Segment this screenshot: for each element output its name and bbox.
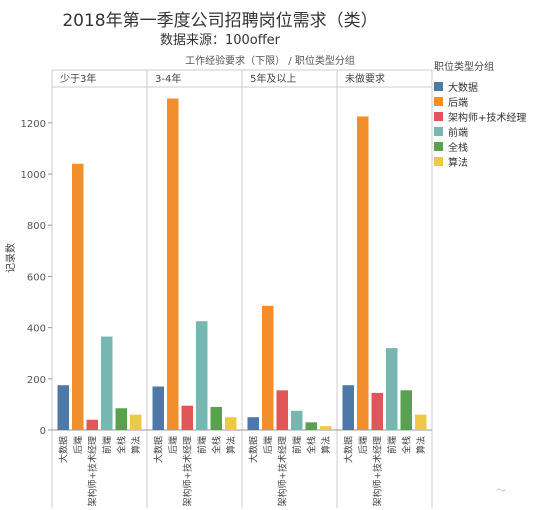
category-label: 大数据 (152, 436, 164, 463)
legend-label: 大数据 (448, 83, 478, 94)
category-label: 算法 (320, 436, 332, 454)
legend-swatch (434, 127, 443, 136)
category-label: 后端 (167, 436, 179, 454)
category-label: 算法 (225, 436, 237, 454)
y-tick-label: 400 (27, 324, 46, 335)
y-tick-label: 1000 (21, 170, 46, 181)
y-tick-label: 200 (27, 375, 46, 386)
bar (276, 390, 288, 430)
legend-label: 架构师+技术经理 (448, 113, 527, 124)
y-tick-label: 1200 (21, 119, 46, 130)
legend-label: 前端 (448, 128, 468, 139)
legend-swatch (434, 82, 443, 91)
bar (305, 422, 317, 430)
bar (291, 410, 303, 430)
legend-item: 前端 (434, 124, 548, 139)
category-label: 全栈 (210, 436, 222, 454)
category-label: 架构师+技术经理 (276, 436, 288, 507)
category-label: 后端 (262, 436, 274, 454)
y-tick-label: 0 (40, 426, 46, 437)
category-label: 前端 (386, 436, 398, 454)
bar (101, 336, 113, 430)
category-label: 后端 (72, 436, 84, 454)
category-label: 全栈 (115, 436, 127, 454)
bar (130, 414, 142, 430)
bar (181, 405, 193, 430)
bar (247, 417, 259, 430)
legend: 职位类型分组 大数据后端架构师+技术经理 前端全栈算法 (434, 58, 548, 169)
bar (386, 348, 398, 430)
bar (415, 414, 427, 430)
bar (210, 406, 222, 430)
legend-item: 大数据 (434, 79, 548, 94)
legend-swatch (434, 97, 443, 106)
category-label: 前端 (101, 436, 113, 454)
y-axis-label: 记录数 (4, 243, 17, 273)
bar (57, 385, 69, 430)
category-label: 后端 (357, 436, 369, 454)
y-tick-label: 600 (27, 272, 46, 283)
chart-title: 2018年第一季度公司招聘岗位需求（类） (62, 11, 378, 31)
bar (225, 417, 237, 430)
bar (342, 385, 354, 430)
panel-title: 少于3年 (60, 72, 96, 85)
column-header-label: 工作经验要求（下限） / 职位类型分组 (185, 56, 355, 67)
bar (115, 408, 127, 430)
legend-title: 职位类型分组 (434, 62, 494, 73)
bar (262, 305, 274, 430)
legend-swatch (434, 112, 443, 121)
legend-label: 算法 (448, 158, 468, 169)
legend-swatch (434, 142, 443, 151)
bar (72, 163, 84, 430)
watermark-mark: 〜 (496, 486, 506, 497)
legend-item: 全栈 (434, 139, 548, 154)
bar (400, 390, 412, 430)
category-label: 架构师+技术经理 (181, 436, 193, 507)
category-label: 大数据 (342, 436, 354, 463)
legend-items: 大数据后端架构师+技术经理 前端全栈算法 (434, 79, 548, 169)
bar (167, 98, 179, 431)
category-label: 全栈 (305, 436, 317, 454)
y-tick-label: 800 (27, 221, 46, 232)
chart-subtitle: 数据来源：100offer (159, 33, 281, 48)
bar (320, 426, 332, 430)
legend-item: 后端 (434, 94, 548, 109)
category-label: 架构师+技术经理 (371, 436, 383, 507)
legend-item: 算法 (434, 154, 548, 169)
category-label: 前端 (291, 436, 303, 454)
panel-title: 未做要求 (345, 72, 385, 85)
category-label: 全栈 (400, 436, 412, 454)
category-label: 架构师+技术经理 (86, 436, 98, 507)
legend-label: 全栈 (448, 143, 468, 154)
category-label: 大数据 (57, 436, 69, 463)
panel-title: 3-4年 (155, 72, 181, 85)
bar (86, 419, 98, 430)
bar (371, 392, 383, 430)
panel-title: 5年及以上 (250, 72, 296, 85)
category-label: 算法 (415, 436, 427, 454)
bar (357, 116, 369, 430)
bar (196, 321, 208, 430)
legend-swatch (434, 157, 443, 166)
category-label: 大数据 (247, 436, 259, 463)
legend-label: 后端 (448, 98, 468, 109)
bar (152, 386, 164, 430)
legend-item: 架构师+技术经理 (434, 109, 548, 124)
category-label: 前端 (196, 436, 208, 454)
category-label: 算法 (130, 436, 142, 454)
